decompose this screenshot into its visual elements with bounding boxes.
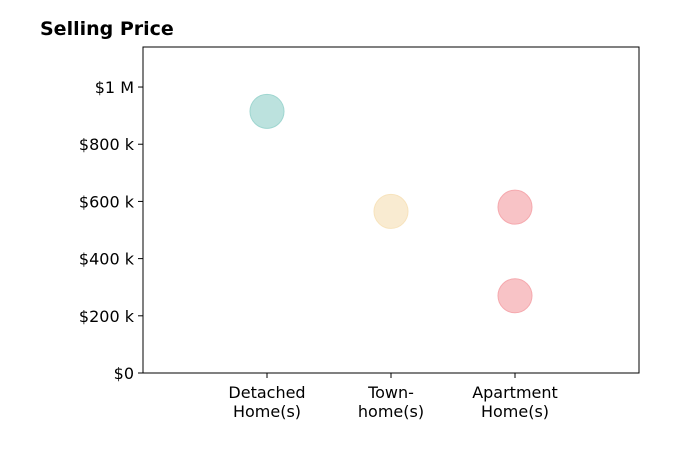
y-tick-label: $400 k [79, 250, 135, 269]
x-tick-label-line: Town- [367, 383, 414, 402]
y-tick-label: $200 k [79, 307, 135, 326]
x-tick-label-line: home(s) [358, 402, 424, 421]
x-tick-label-line: Home(s) [481, 402, 549, 421]
x-tick-label: Town-home(s) [358, 383, 424, 421]
x-tick-label: Apartment Home(s) [472, 383, 558, 421]
y-tick-label: $800 k [79, 135, 135, 154]
x-tick-label-line: Home(s) [233, 402, 301, 421]
y-tick-label: $0 [114, 364, 134, 383]
data-point-2 [497, 189, 533, 225]
y-tick-label: $600 k [79, 192, 135, 211]
x-tick-label-line: Apartment [472, 383, 558, 402]
data-point-3 [497, 278, 533, 314]
data-point-1 [373, 193, 409, 229]
x-tick-label-line: Detached [228, 383, 305, 402]
y-tick-label: $1 M [95, 78, 134, 97]
chart-title: Selling Price [40, 18, 174, 40]
data-point-0 [249, 93, 285, 129]
x-tick-label: Detached Home(s) [228, 383, 305, 421]
